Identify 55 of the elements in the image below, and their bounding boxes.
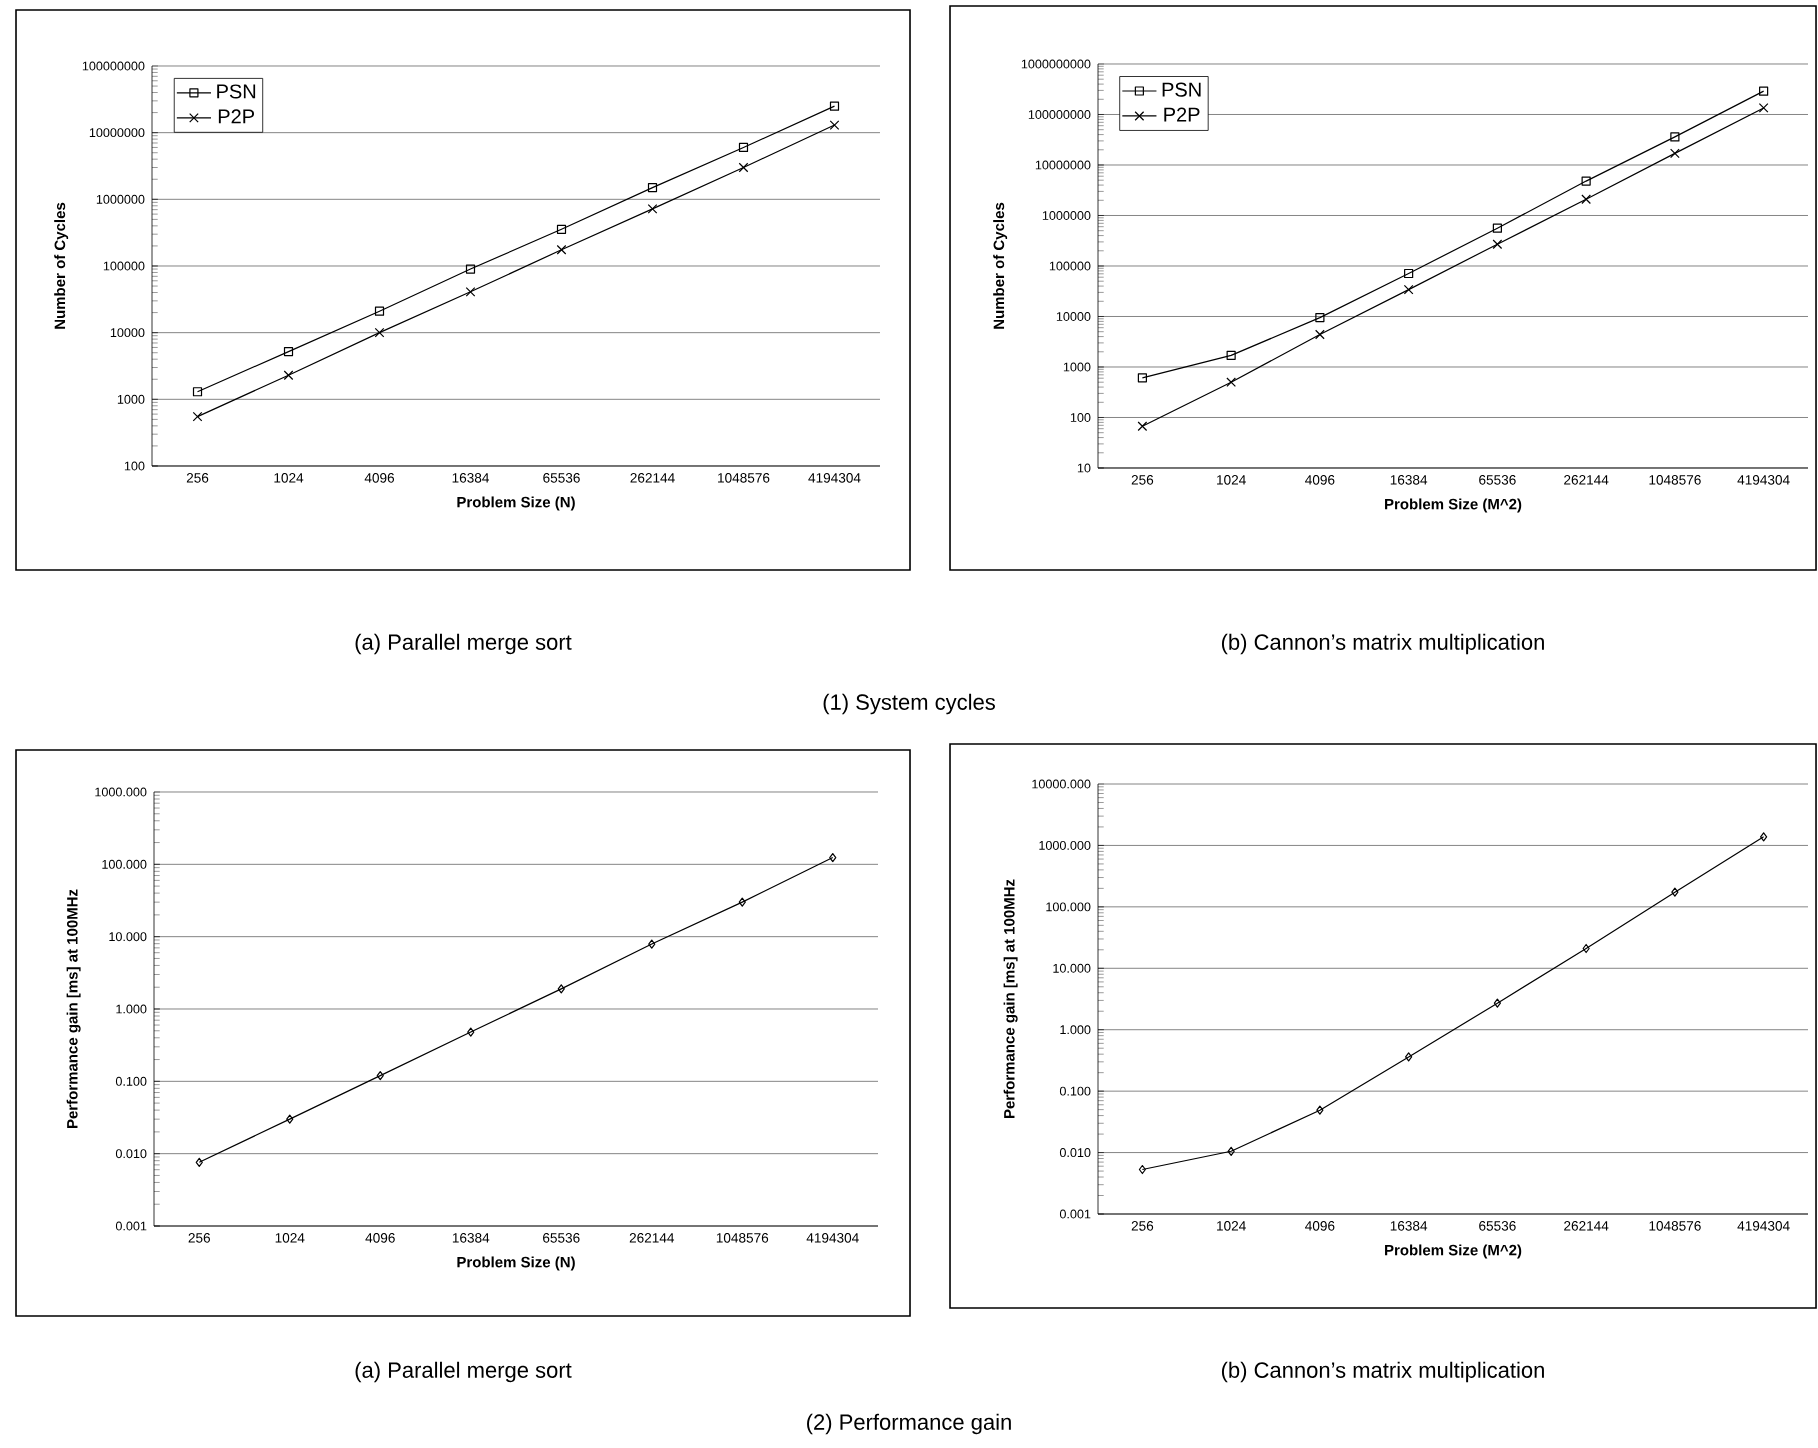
point	[1226, 377, 1236, 388]
point	[1493, 998, 1501, 1008]
point	[1492, 239, 1503, 250]
point	[557, 984, 565, 994]
point	[738, 142, 749, 153]
point	[283, 370, 294, 381]
point	[1758, 103, 1769, 113]
point	[829, 120, 840, 130]
point	[1315, 329, 1325, 340]
point	[1404, 268, 1414, 279]
legend-label: PSN	[217, 84, 256, 99]
point	[1316, 1105, 1324, 1115]
point	[1581, 176, 1591, 186]
point	[465, 286, 476, 297]
point	[374, 306, 385, 316]
point	[467, 1027, 475, 1037]
point	[829, 101, 840, 111]
point	[738, 162, 749, 173]
point	[1670, 148, 1680, 159]
point	[1582, 943, 1590, 954]
point	[648, 939, 656, 949]
legend-label: P2P	[218, 109, 255, 124]
text: (b) Cannon’s matrix multiplication	[1221, 633, 1544, 655]
line-series	[1137, 86, 1769, 383]
point	[738, 897, 746, 907]
point	[192, 387, 203, 397]
point	[1227, 1146, 1235, 1156]
point	[1492, 223, 1502, 233]
point	[283, 346, 294, 357]
point	[192, 411, 203, 422]
point	[286, 1114, 294, 1124]
text: (2) Performance gain	[807, 1413, 1011, 1435]
point	[1403, 284, 1414, 295]
point	[556, 244, 567, 255]
legend-label: PSN	[1162, 82, 1201, 97]
point	[1405, 1052, 1413, 1062]
point	[1759, 86, 1769, 96]
text: (b) Cannon’s matrix multiplication	[1221, 1361, 1544, 1383]
point	[556, 224, 567, 234]
point	[465, 264, 476, 274]
legend-label: P2P	[1164, 107, 1200, 122]
text: (1) System cycles	[823, 693, 995, 715]
point	[647, 182, 658, 193]
point	[1226, 350, 1236, 360]
point	[1671, 887, 1679, 897]
point	[1581, 194, 1591, 205]
point	[1670, 132, 1680, 142]
point	[374, 327, 385, 338]
point	[1315, 313, 1325, 323]
point	[1137, 373, 1147, 383]
point	[1137, 421, 1148, 432]
text: (a) Parallel merge sort	[355, 633, 572, 655]
point	[376, 1071, 384, 1081]
text: (a) Parallel merge sort	[355, 1361, 572, 1383]
point	[647, 204, 658, 214]
